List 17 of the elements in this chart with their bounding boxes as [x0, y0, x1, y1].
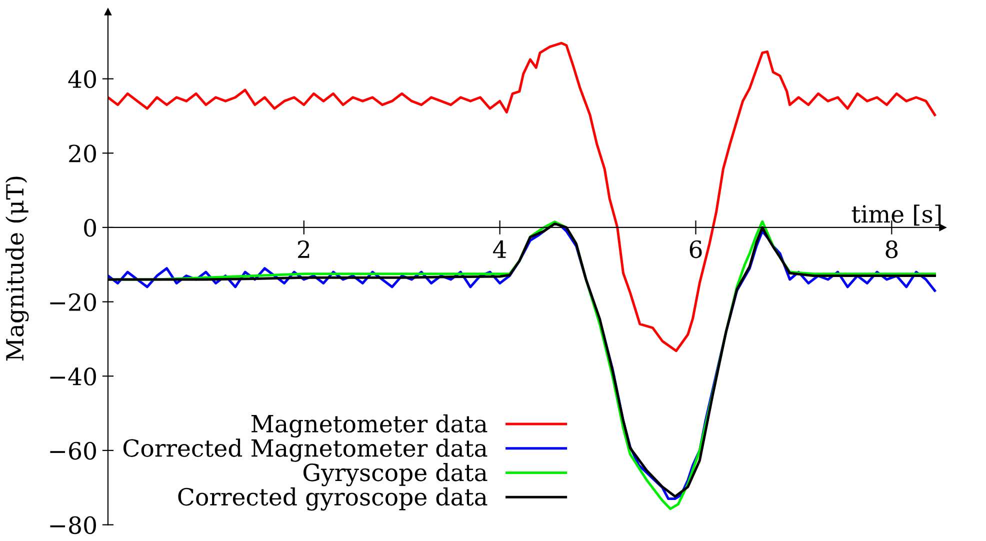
- y-tick-label: −40: [50, 368, 96, 386]
- legend-label: Corrected Magnetometer data: [123, 438, 488, 462]
- x-tick-label: 8: [886, 240, 898, 258]
- x-tick-label: 2: [298, 240, 310, 258]
- legend-label: Magnetometer data: [251, 414, 488, 438]
- y-tick-label: 0: [84, 218, 96, 237]
- y-tick-label: −80: [50, 516, 96, 534]
- legend-label: Corrected gyroscope data: [178, 487, 488, 511]
- y-tick-label: −60: [50, 442, 96, 460]
- y-tick-label: 40: [68, 70, 96, 88]
- y-axis-title: Magnitude (μT): [5, 176, 29, 361]
- legend-label: Gyryscope data: [303, 463, 488, 486]
- y-tick-label: −20: [50, 293, 96, 312]
- x-tick-label: 4: [493, 240, 506, 258]
- y-tick-label: 20: [69, 144, 96, 162]
- x-tick-label: 6: [690, 240, 702, 258]
- x-axis-title: time [s]: [852, 204, 941, 226]
